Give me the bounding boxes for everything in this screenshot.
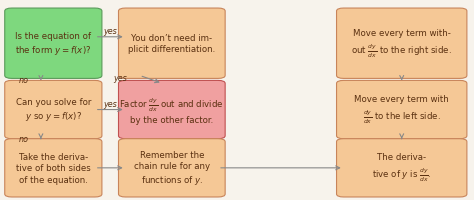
Text: You don’t need im-
plicit differentiation.: You don’t need im- plicit differentiatio… <box>128 34 216 54</box>
FancyBboxPatch shape <box>5 9 102 79</box>
Text: Factor $\frac{dy}{dx}$ out and divide
by the other factor.: Factor $\frac{dy}{dx}$ out and divide by… <box>119 95 224 125</box>
Text: Is the equation of
the form $y = f(x)$?: Is the equation of the form $y = f(x)$? <box>15 31 91 57</box>
Text: Move every term with
$\frac{dy}{dx}$ to the left side.: Move every term with $\frac{dy}{dx}$ to … <box>355 95 449 125</box>
FancyBboxPatch shape <box>118 81 225 139</box>
Text: no: no <box>19 135 29 143</box>
FancyBboxPatch shape <box>337 81 467 139</box>
Text: Move every term with-
out $\frac{dy}{dx}$ to the right side.: Move every term with- out $\frac{dy}{dx}… <box>351 29 452 59</box>
FancyBboxPatch shape <box>5 81 102 139</box>
Text: Remember the
chain rule for any
functions of $y$.: Remember the chain rule for any function… <box>134 150 210 186</box>
Text: Take the deriva-
tive of both sides
of the equation.: Take the deriva- tive of both sides of t… <box>16 152 91 184</box>
Text: yes: yes <box>103 27 117 36</box>
FancyBboxPatch shape <box>337 9 467 79</box>
Text: Can you solve for
$y$ so $y = f(x)$?: Can you solve for $y$ so $y = f(x)$? <box>16 97 91 123</box>
FancyBboxPatch shape <box>118 9 225 79</box>
FancyBboxPatch shape <box>5 139 102 197</box>
FancyBboxPatch shape <box>337 139 467 197</box>
Text: yes: yes <box>103 100 117 108</box>
FancyBboxPatch shape <box>118 139 225 197</box>
Text: yes: yes <box>114 74 128 82</box>
Text: The deriva-
tive of $y$ is $\frac{dy}{dx}$.: The deriva- tive of $y$ is $\frac{dy}{dx… <box>372 153 431 183</box>
Text: no: no <box>19 76 29 84</box>
